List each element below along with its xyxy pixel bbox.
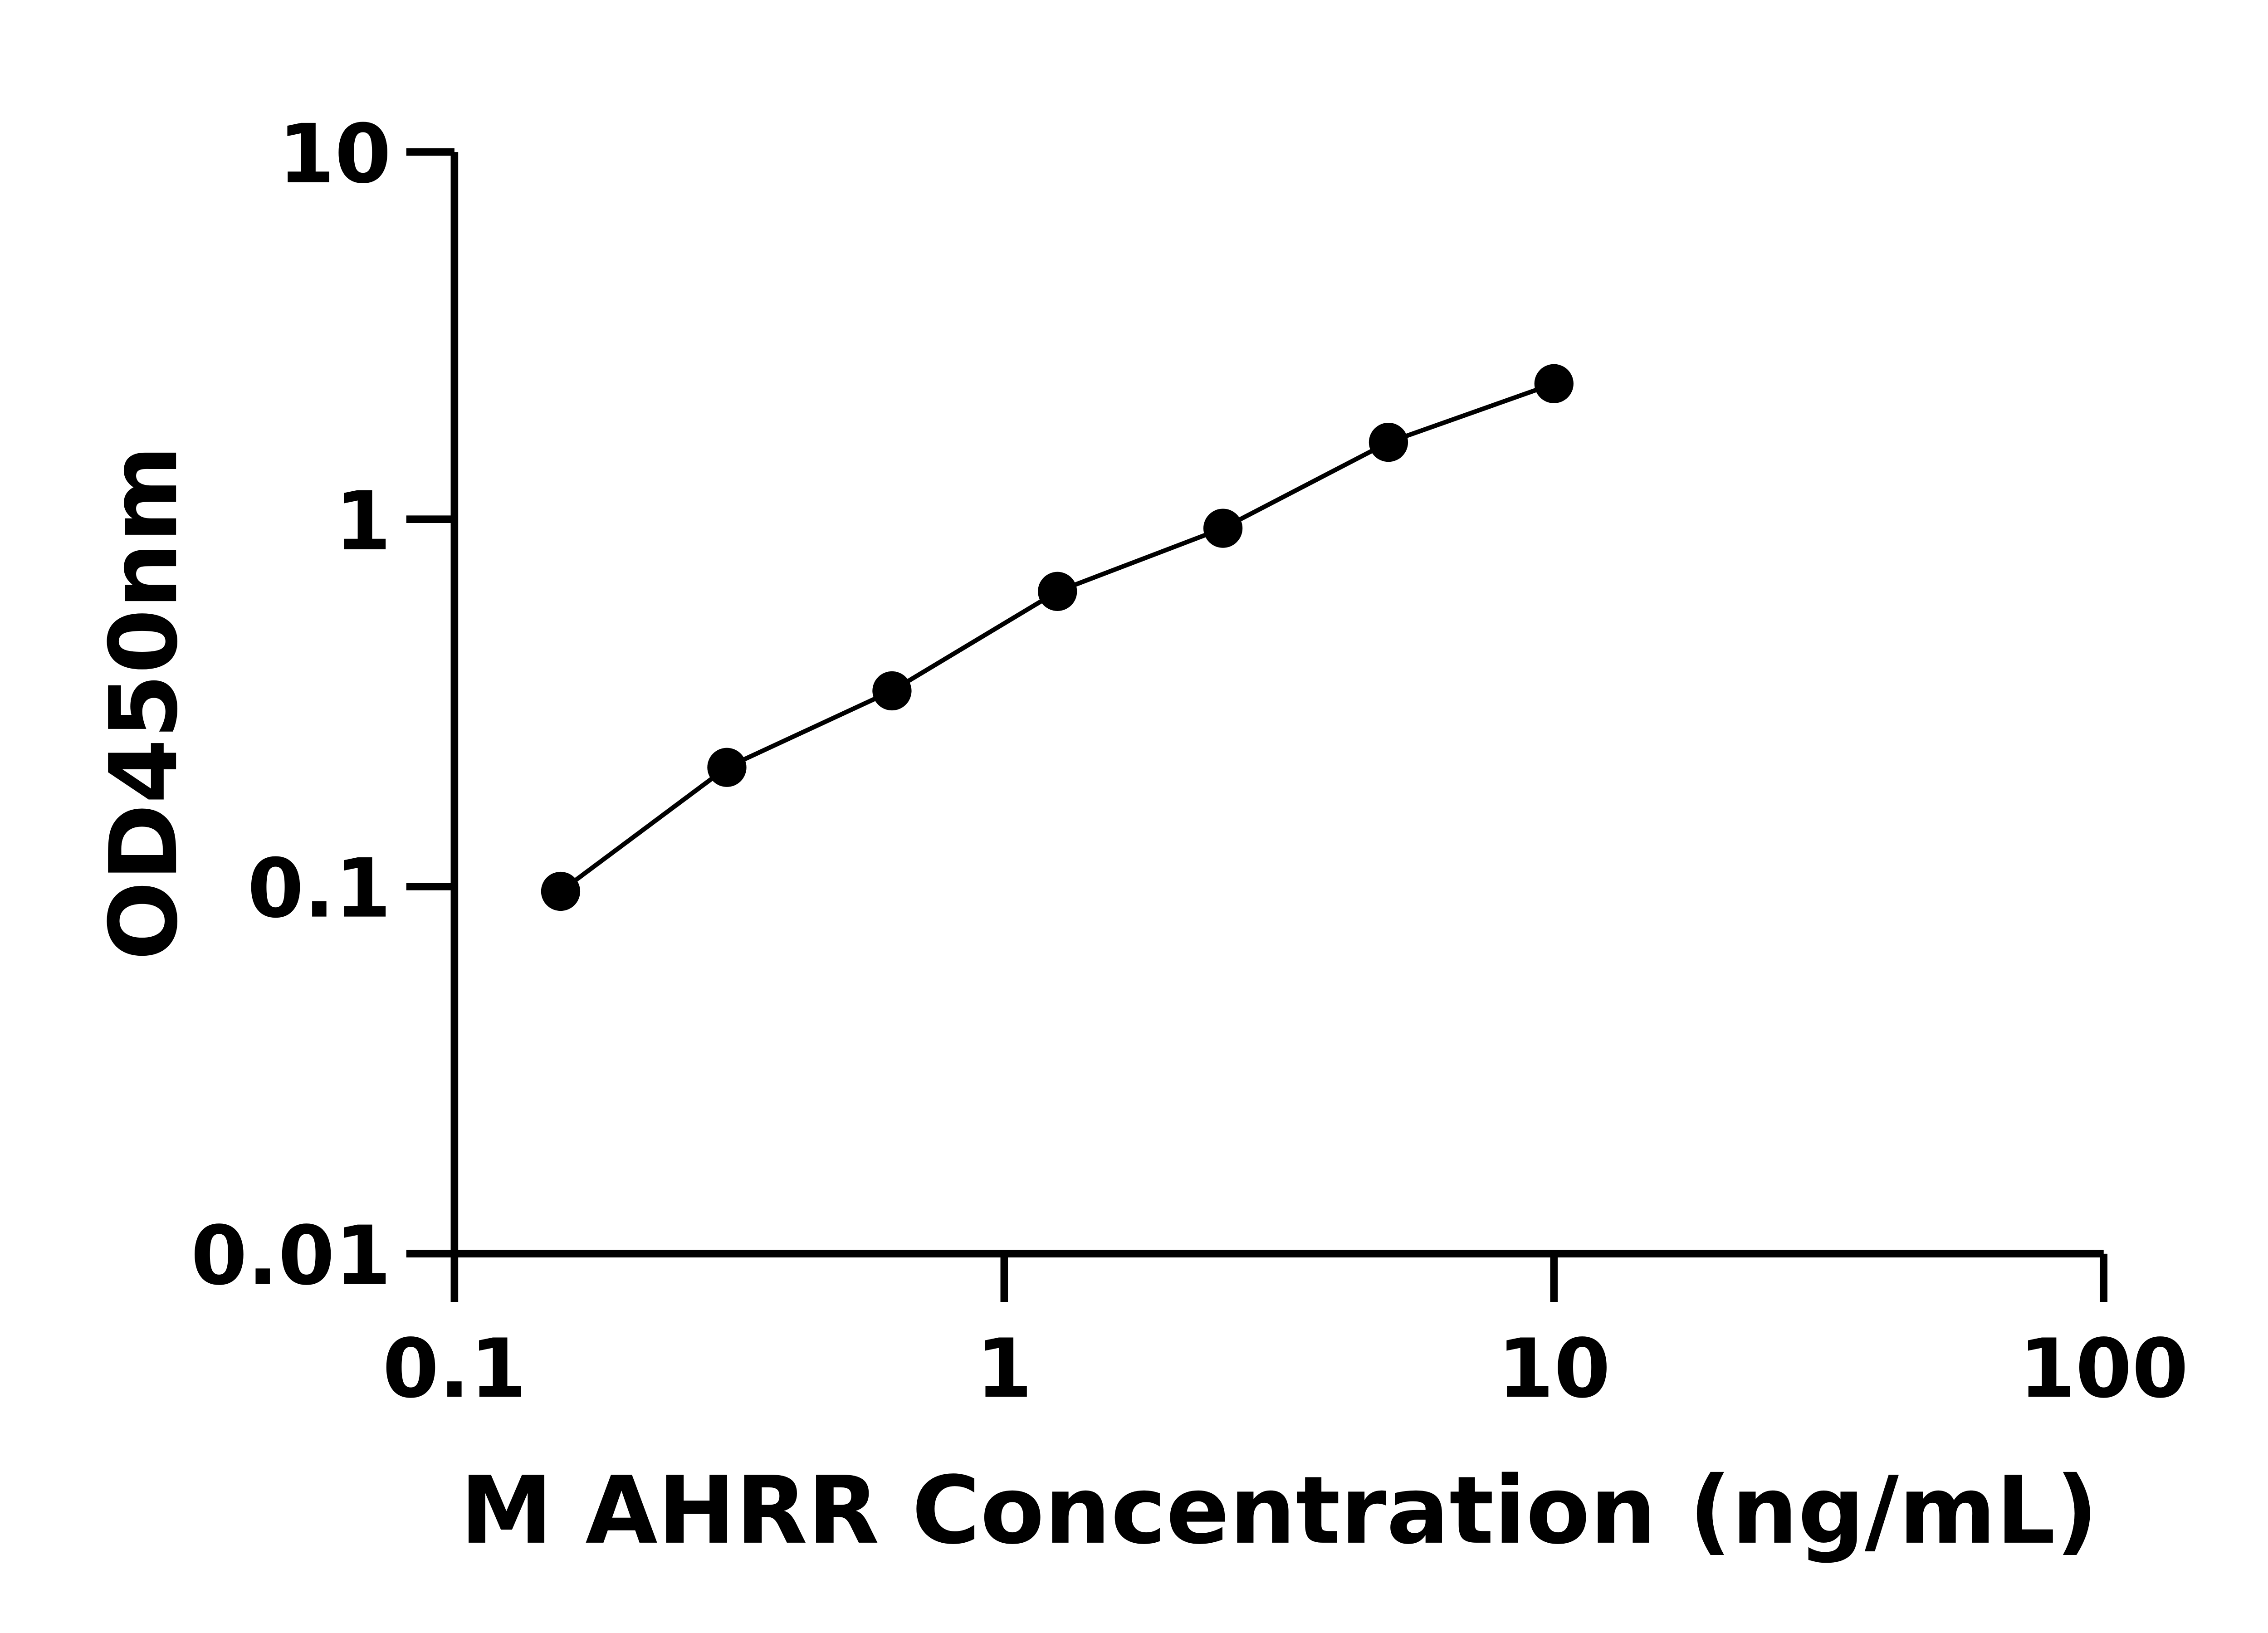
- x-tick-label: 10: [1497, 1322, 1610, 1416]
- data-point: [1534, 364, 1574, 403]
- y-axis-label: OD450nm: [89, 445, 198, 961]
- y-tick-label: 1: [335, 474, 391, 569]
- x-axis-label: M AHRR Concentration (ng/mL): [460, 1456, 2098, 1565]
- y-tick-label: 10: [278, 107, 391, 201]
- data-point: [1369, 422, 1408, 462]
- series-line: [559, 381, 1555, 893]
- x-tick-label: 0.1: [382, 1322, 526, 1416]
- data-point: [872, 671, 912, 711]
- data-point: [541, 871, 581, 911]
- data-series: [541, 364, 1574, 911]
- x-tick-label: 1: [976, 1322, 1033, 1416]
- data-point: [707, 748, 747, 787]
- x-tick-label: 100: [2019, 1322, 2189, 1416]
- y-tick-label: 0.1: [247, 842, 391, 936]
- axes: 0.01 0.1 1 10 0.1 1 10 100: [191, 107, 2189, 1416]
- y-tick-label: 0.01: [191, 1209, 391, 1303]
- data-point: [1203, 508, 1243, 548]
- data-point: [1038, 572, 1077, 611]
